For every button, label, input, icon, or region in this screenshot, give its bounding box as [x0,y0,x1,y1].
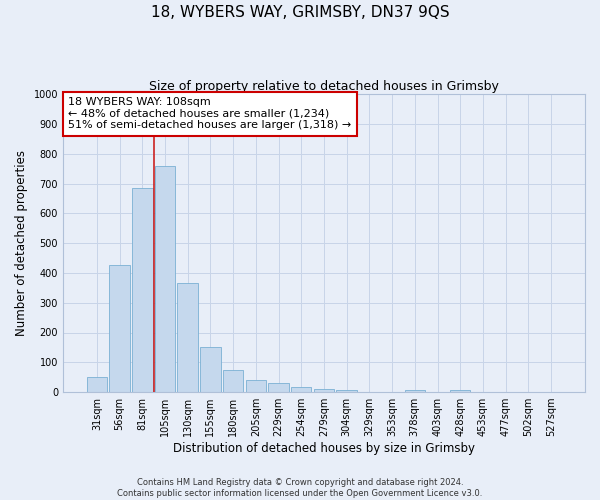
Text: 18, WYBERS WAY, GRIMSBY, DN37 9QS: 18, WYBERS WAY, GRIMSBY, DN37 9QS [151,5,449,20]
Bar [200,346,221,392]
Bar [223,370,244,392]
Bar [291,387,311,392]
Bar [178,284,198,392]
Bar [132,188,152,392]
Bar [404,390,425,392]
Bar [109,266,130,392]
Text: Contains HM Land Registry data © Crown copyright and database right 2024.
Contai: Contains HM Land Registry data © Crown c… [118,478,482,498]
Bar [450,390,470,392]
Y-axis label: Number of detached properties: Number of detached properties [15,150,28,336]
Text: 18 WYBERS WAY: 108sqm
← 48% of detached houses are smaller (1,234)
51% of semi-d: 18 WYBERS WAY: 108sqm ← 48% of detached … [68,97,352,130]
Bar [245,380,266,392]
Bar [155,166,175,392]
Bar [268,383,289,392]
Bar [86,377,107,392]
Bar [337,390,357,392]
Bar [314,388,334,392]
X-axis label: Distribution of detached houses by size in Grimsby: Distribution of detached houses by size … [173,442,475,455]
Title: Size of property relative to detached houses in Grimsby: Size of property relative to detached ho… [149,80,499,93]
